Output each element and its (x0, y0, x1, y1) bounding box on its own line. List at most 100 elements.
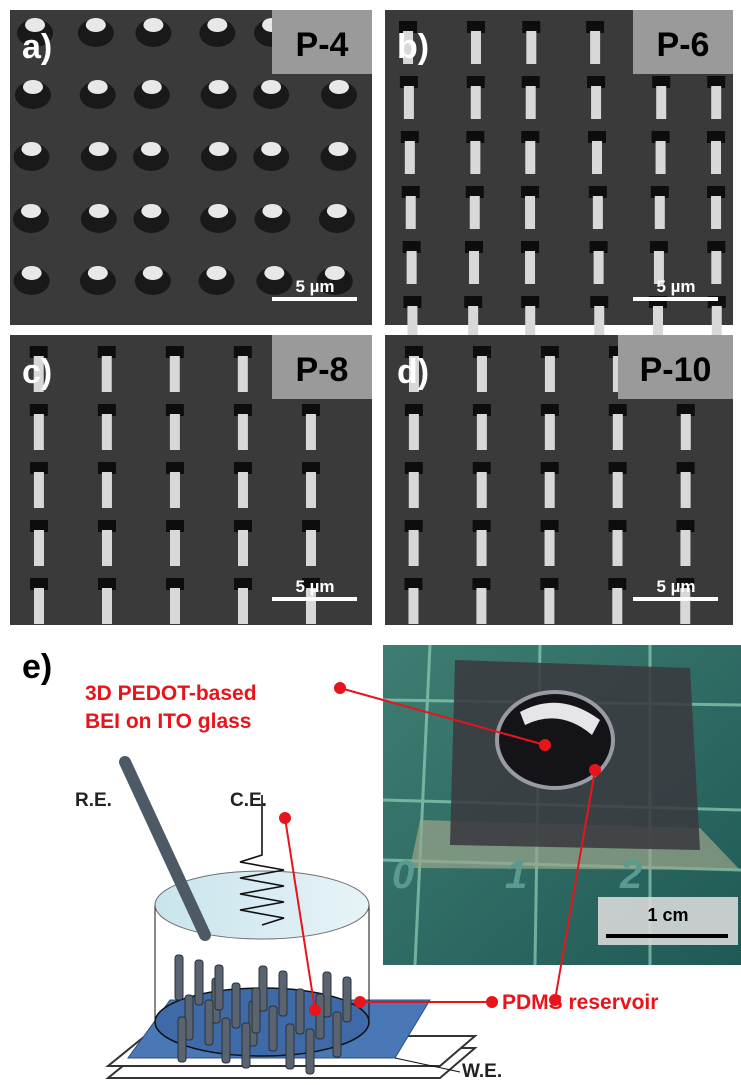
pillar (141, 204, 161, 218)
panel-label: d) (397, 353, 429, 391)
sem-panel: P-6 b) 5 µm (385, 10, 733, 339)
panel-label: b) (397, 28, 429, 66)
pillar (476, 588, 486, 624)
pillar (238, 530, 248, 566)
pillar (170, 356, 180, 392)
panel-tag: P-10 (640, 351, 712, 389)
pillar (545, 356, 555, 392)
pillar (590, 31, 600, 64)
pillar (142, 80, 162, 94)
pillar (102, 530, 112, 566)
pillar (261, 142, 281, 156)
pillar (286, 1024, 294, 1069)
scale-text: 5 µm (295, 577, 334, 596)
scale-text: 5 µm (656, 277, 695, 296)
pillar (681, 472, 691, 508)
pillar (329, 80, 349, 94)
pillar (711, 196, 721, 229)
pillar (34, 588, 44, 624)
pillar (89, 204, 109, 218)
pillar (306, 1029, 314, 1074)
pillar (89, 142, 109, 156)
pillar (21, 204, 41, 218)
pillar (477, 530, 487, 566)
ruler-number: 2 (619, 853, 642, 897)
pillar (205, 1000, 213, 1045)
pillar (170, 588, 180, 624)
pillar (712, 306, 722, 339)
pillar (208, 204, 228, 218)
pillar (594, 251, 604, 284)
scale-text: 1 cm (647, 905, 688, 925)
pillar (215, 965, 223, 1010)
pillar (591, 86, 601, 119)
pillar (711, 251, 721, 284)
callout-dot (590, 765, 600, 775)
pillar (613, 472, 623, 508)
pillar (207, 18, 227, 32)
pillar (477, 472, 487, 508)
pillar (409, 414, 419, 450)
pillar (526, 31, 536, 64)
pillar (88, 266, 108, 280)
pillar (306, 472, 316, 508)
pillar (327, 204, 347, 218)
pillar (102, 356, 112, 392)
pillar (209, 142, 229, 156)
pillar (545, 414, 555, 450)
pillar (34, 530, 44, 566)
pillar (409, 472, 419, 508)
pillar (656, 141, 666, 174)
pillar (612, 588, 622, 624)
pillar (592, 141, 602, 174)
pillar (102, 472, 112, 508)
photo: 0 1 2 1 cm (383, 645, 741, 965)
pillar (170, 472, 180, 508)
panel-tag: P-6 (657, 26, 710, 64)
pillar (680, 530, 690, 566)
pillar (143, 266, 163, 280)
panel-tag: P-4 (296, 26, 349, 64)
pillar (409, 530, 419, 566)
pillar (525, 251, 535, 284)
pillar (477, 356, 487, 392)
panel-label: a) (22, 28, 52, 66)
pillar (141, 142, 161, 156)
pillar (469, 251, 479, 284)
pillar (656, 86, 666, 119)
sem-panel: P-8c)5 µm (10, 335, 372, 625)
pillar (279, 971, 287, 1016)
pillar (404, 86, 414, 119)
pillar (238, 588, 248, 624)
panel-label: c) (22, 353, 52, 391)
pillar (470, 196, 480, 229)
pillar (545, 472, 555, 508)
pillar (408, 588, 418, 624)
callout-dot (335, 683, 345, 693)
pillar (544, 588, 554, 624)
callout-dot (540, 740, 550, 750)
pillar (306, 530, 316, 566)
pillar (711, 86, 721, 119)
pillar (238, 356, 248, 392)
pillar (209, 80, 229, 94)
pillar (653, 306, 663, 339)
pillar (471, 31, 481, 64)
pillar (316, 994, 324, 1039)
pillar (242, 1023, 250, 1068)
pillar (333, 1012, 341, 1057)
callout-dot (487, 997, 497, 1007)
pillar (102, 588, 112, 624)
pillar (238, 472, 248, 508)
pillar (343, 977, 351, 1022)
pillar (170, 530, 180, 566)
pillar (22, 266, 42, 280)
pillar (222, 1018, 230, 1063)
pillar (88, 80, 108, 94)
pillar (471, 86, 481, 119)
sem-panel: P-4a)5 µm (10, 10, 372, 325)
pillar (407, 251, 417, 284)
pillar (406, 196, 416, 229)
pillar (238, 414, 248, 450)
pillar (613, 414, 623, 450)
